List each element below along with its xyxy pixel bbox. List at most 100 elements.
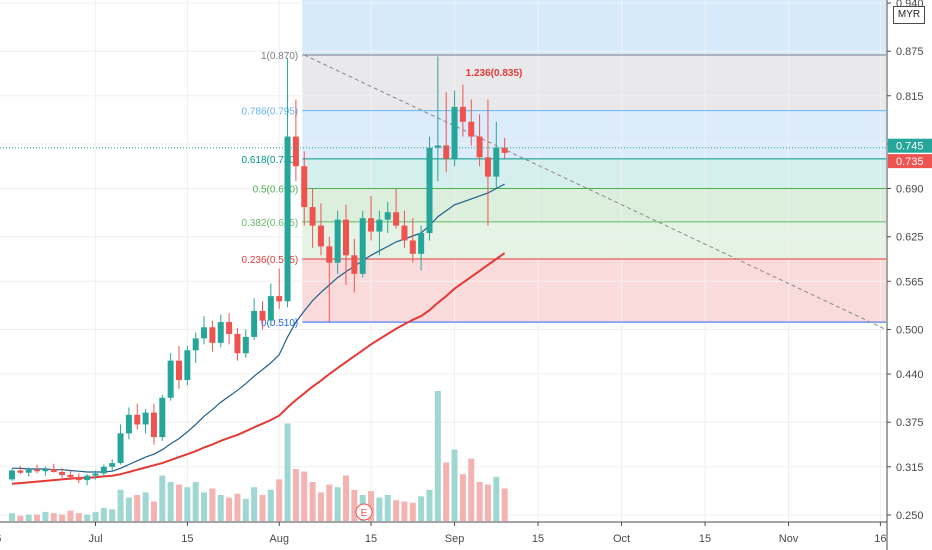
volume-bar [117,489,124,521]
time-tick-label: 16 [874,533,886,545]
price-tick-label: 0.375 [896,417,924,429]
price-tick-label: 0.690 [896,184,924,196]
currency-selector[interactable]: MYR [893,6,925,24]
candle [376,210,383,256]
volume-bar [317,492,324,521]
volume-bar [201,492,208,521]
candle-body [159,397,166,438]
candle-body [25,469,32,473]
price-tick-label: 0.440 [896,369,924,381]
time-tick-label: 16 [0,533,1,545]
candle-body [493,147,500,177]
candle [125,407,132,440]
candle [401,210,408,248]
candle [109,459,116,472]
candle-body [334,219,341,263]
candle [226,313,233,345]
candle [426,136,433,241]
candle-body [393,212,400,226]
time-tick-label: Jul [88,533,102,545]
candle-body [376,219,383,232]
volume-bar [92,511,99,521]
volume-bar [267,489,274,521]
candle [9,468,15,481]
volume-bar [368,491,375,521]
time-tick-label: 15 [181,533,193,545]
fib-fill-top [302,0,886,55]
candle [67,470,74,481]
candle [334,210,341,274]
candle-body [242,336,249,354]
volume-bar [484,484,491,521]
volume-bar [176,484,182,521]
candle [159,394,166,441]
candle [418,225,425,271]
candle-body [117,433,124,464]
volume-bar [184,487,191,521]
volume-bar [17,515,24,521]
candle [301,151,308,226]
earnings-marker-circle [355,503,373,521]
candle-body [234,333,241,354]
candle [259,301,266,330]
price-tick-label: 0.565 [896,276,924,288]
candle [17,466,24,475]
candle-body [134,414,141,425]
fib-fill-2 [302,158,886,189]
fib-fill-4 [302,221,886,259]
candle [251,298,258,340]
candle-body [343,219,349,256]
volume-bar [284,423,291,521]
volume-bar [426,489,433,521]
candle [167,353,174,401]
time-axis[interactable]: 16 Jul 15 Aug 15 Sep 15 Oct 15 Nov 16 [0,521,887,545]
fibonacci-labels: 1(0.870) 0.786(0.795) 0.618(0.730) 0.5(0.69… [242,51,299,329]
volume-bar [100,508,107,521]
price-tag-label: 0.745 [896,141,924,153]
candle-body [476,136,483,158]
candle [368,195,375,241]
fib-label-4: 0.382(0.645) [242,218,299,229]
candle-body [217,322,224,343]
price-axis[interactable]: 0.9400.8750.8150.7500.6900.6250.5650.500… [886,0,932,550]
volume-bar [42,511,49,521]
candle-body [501,147,508,153]
candle [234,328,241,361]
volume-bar [343,475,349,521]
candle [142,408,149,434]
candle-body [292,136,299,167]
candlesticks[interactable] [9,56,508,486]
volume-bar [251,487,258,521]
candle-body [384,212,391,220]
candle [267,283,274,326]
candle-body [276,296,283,302]
candle [25,467,32,477]
volume-bar [192,482,199,521]
candle-body [209,327,216,343]
volume-bar [301,471,308,521]
price-tag-label: 0.735 [896,156,924,168]
candle-body [50,468,57,472]
candle [75,473,82,484]
volume-bar [276,479,283,521]
volume-bar [142,492,149,521]
fibonacci-fills [302,0,886,323]
price-tick-label: 0.815 [896,91,924,103]
candle [476,114,483,167]
candle [276,268,283,309]
time-tick-label: 15 [699,533,711,545]
fib-fill-5 [302,259,886,323]
volume-bar [418,496,425,521]
candle-body [359,218,366,274]
volume-bar [84,514,91,521]
candle-body [251,310,258,337]
price-tick-label: 0.315 [896,462,924,474]
candle-body [75,477,82,481]
moving-average-1 [11,252,506,485]
fib-label-6: 0(0.510) [261,318,298,329]
volume-bar [292,469,299,521]
volume-bar [309,482,316,521]
volume-bar [493,476,500,521]
candle-body [451,106,458,159]
